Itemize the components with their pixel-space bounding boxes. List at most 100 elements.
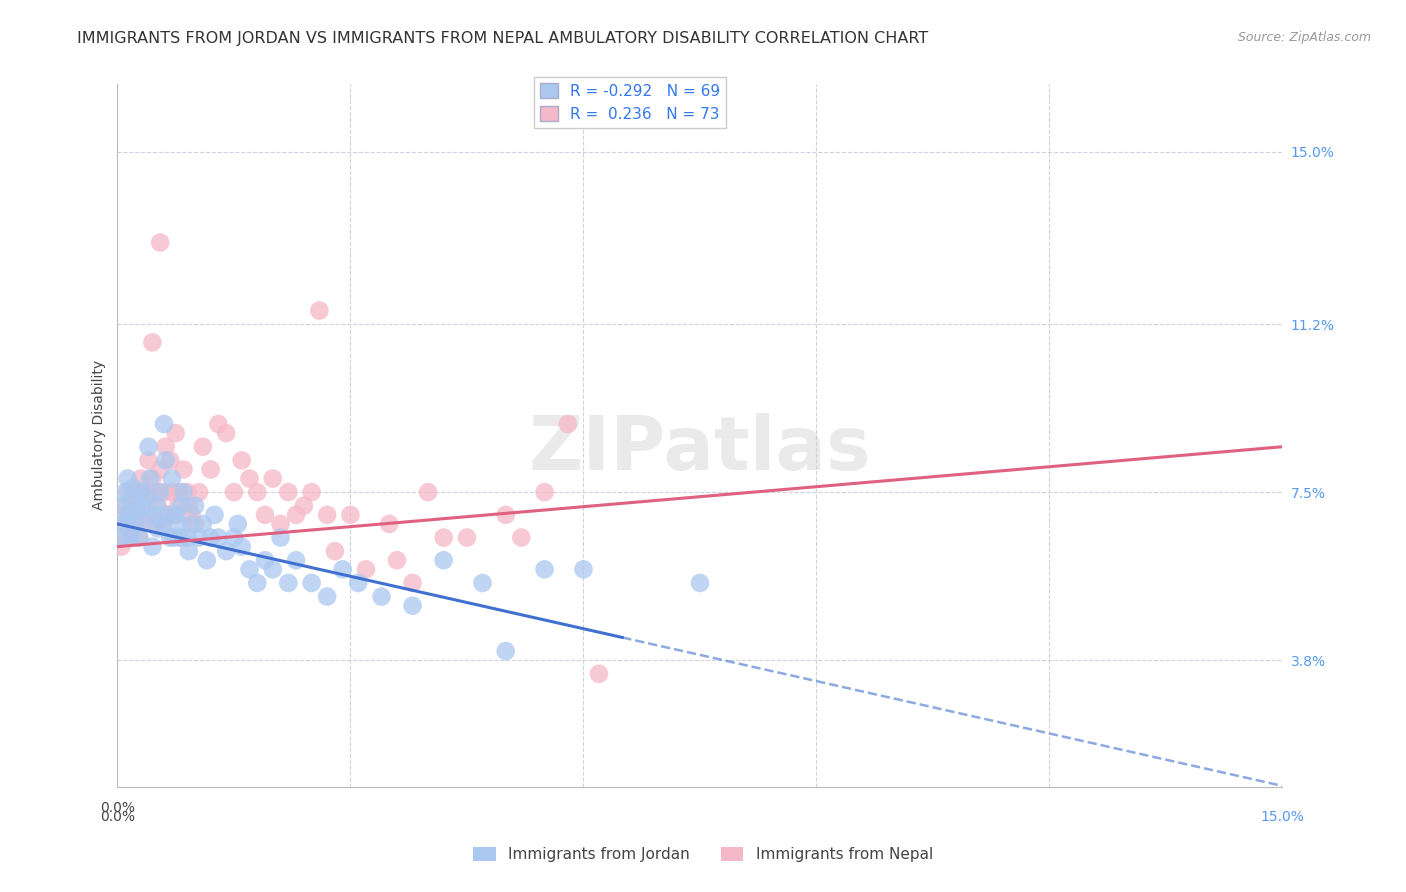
- Point: [416, 485, 439, 500]
- Point: [141, 471, 163, 485]
- Point: [149, 462, 172, 476]
- Point: [231, 540, 253, 554]
- Point: [141, 540, 163, 554]
- Point: [111, 499, 134, 513]
- Point: [138, 440, 160, 454]
- Point: [238, 471, 260, 485]
- Y-axis label: Ambulatory Disability: Ambulatory Disability: [93, 360, 107, 510]
- Point: [136, 490, 159, 504]
- Point: [246, 485, 269, 500]
- Point: [200, 531, 222, 545]
- Point: [128, 531, 150, 545]
- Point: [169, 485, 191, 500]
- Point: [111, 508, 134, 522]
- Point: [471, 576, 494, 591]
- Point: [184, 499, 207, 513]
- Point: [145, 499, 167, 513]
- Point: [139, 471, 162, 485]
- Text: 0.0%: 0.0%: [100, 810, 135, 823]
- Point: [270, 531, 292, 545]
- Point: [456, 531, 478, 545]
- Point: [117, 471, 139, 485]
- Point: [156, 508, 179, 522]
- Point: [277, 576, 299, 591]
- Point: [124, 516, 146, 531]
- Point: [184, 516, 207, 531]
- Point: [110, 531, 132, 545]
- Point: [177, 499, 200, 513]
- Point: [172, 462, 194, 476]
- Point: [112, 516, 135, 531]
- Point: [253, 553, 276, 567]
- Point: [152, 516, 174, 531]
- Point: [204, 508, 226, 522]
- Text: 15.0%: 15.0%: [1261, 810, 1305, 823]
- Point: [180, 508, 202, 522]
- Point: [146, 499, 169, 513]
- Point: [122, 485, 145, 500]
- Point: [207, 531, 229, 545]
- Point: [129, 485, 152, 500]
- Point: [180, 516, 202, 531]
- Point: [160, 471, 183, 485]
- Text: IMMIGRANTS FROM JORDAN VS IMMIGRANTS FROM NEPAL AMBULATORY DISABILITY CORRELATIO: IMMIGRANTS FROM JORDAN VS IMMIGRANTS FRO…: [77, 31, 928, 46]
- Point: [165, 508, 187, 522]
- Point: [270, 516, 292, 531]
- Point: [167, 516, 190, 531]
- Point: [124, 516, 146, 531]
- Point: [433, 553, 456, 567]
- Point: [134, 512, 156, 526]
- Point: [170, 499, 193, 513]
- Point: [215, 426, 238, 441]
- Point: [120, 531, 142, 545]
- Point: [134, 485, 156, 500]
- Point: [215, 544, 238, 558]
- Point: [170, 531, 193, 545]
- Point: [138, 453, 160, 467]
- Point: [143, 516, 166, 531]
- Point: [226, 516, 249, 531]
- Point: [162, 531, 184, 545]
- Point: [155, 453, 177, 467]
- Point: [152, 516, 174, 531]
- Point: [131, 499, 153, 513]
- Point: [510, 531, 533, 545]
- Point: [238, 562, 260, 576]
- Point: [122, 481, 145, 495]
- Point: [495, 644, 517, 658]
- Point: [114, 485, 136, 500]
- Point: [339, 508, 361, 522]
- Point: [200, 462, 222, 476]
- Point: [191, 516, 214, 531]
- Point: [112, 531, 135, 545]
- Point: [118, 531, 141, 545]
- Point: [153, 417, 176, 431]
- Point: [165, 426, 187, 441]
- Point: [262, 562, 284, 576]
- Point: [401, 576, 423, 591]
- Point: [207, 417, 229, 431]
- Point: [557, 417, 579, 431]
- Point: [277, 485, 299, 500]
- Point: [188, 531, 211, 545]
- Point: [149, 485, 172, 500]
- Point: [533, 562, 555, 576]
- Point: [120, 508, 142, 522]
- Point: [301, 485, 323, 500]
- Point: [347, 576, 370, 591]
- Point: [222, 485, 245, 500]
- Point: [118, 508, 141, 522]
- Point: [689, 576, 711, 591]
- Point: [169, 531, 191, 545]
- Text: Source: ZipAtlas.com: Source: ZipAtlas.com: [1237, 31, 1371, 45]
- Point: [156, 508, 179, 522]
- Point: [253, 508, 276, 522]
- Point: [301, 576, 323, 591]
- Point: [316, 590, 339, 604]
- Point: [143, 508, 166, 522]
- Point: [188, 485, 211, 500]
- Point: [167, 499, 190, 513]
- Point: [128, 531, 150, 545]
- Text: 0.0%: 0.0%: [100, 801, 135, 815]
- Point: [292, 499, 315, 513]
